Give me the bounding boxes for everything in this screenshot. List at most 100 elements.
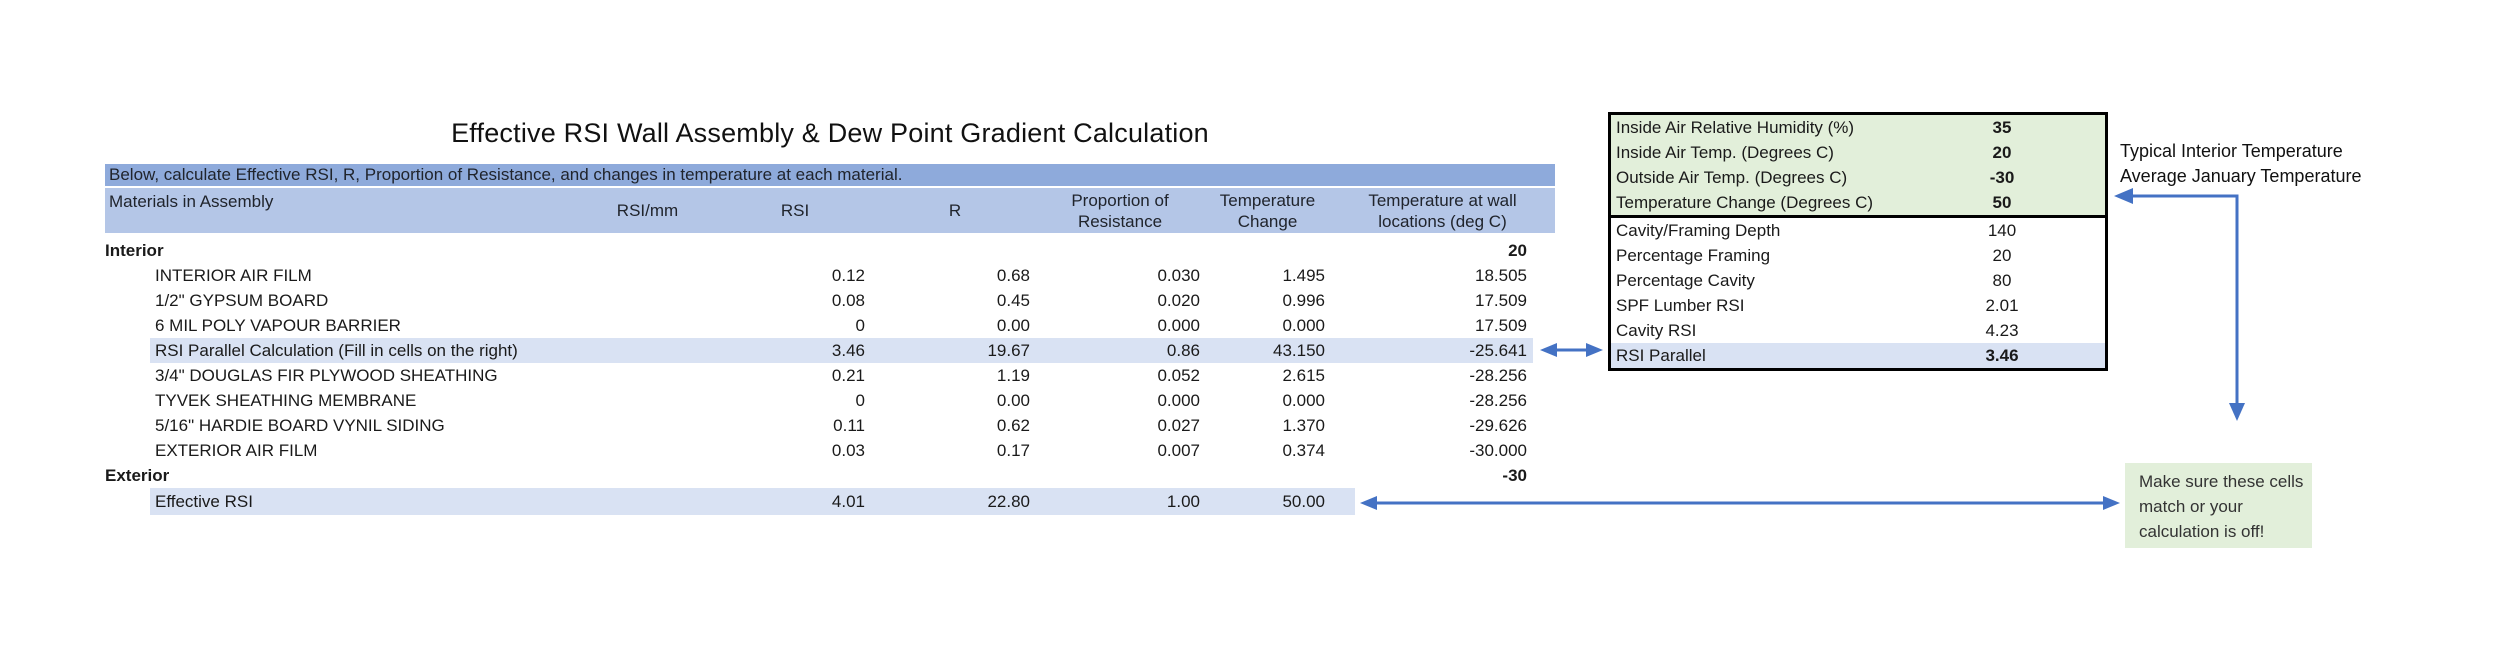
panel-value[interactable]: 20 (1992, 245, 2012, 265)
typical-temp-elbow-arrow-icon (2114, 188, 2245, 421)
table-row: 3/4" DOUGLAS FIR PLYWOOD SHEATHING 0.21 … (105, 363, 1533, 388)
cell-r[interactable]: 0.00 (996, 390, 1030, 410)
cell-temp-wall[interactable]: -30.000 (1469, 440, 1527, 460)
panel-value[interactable]: 4.23 (1985, 320, 2019, 340)
cell-temp-wall[interactable]: 20 (1508, 240, 1527, 260)
cell-temp-change[interactable]: 1.495 (1282, 265, 1325, 285)
cell-r[interactable]: 0.62 (996, 415, 1030, 435)
cell-temp-change[interactable]: 0.996 (1282, 290, 1325, 310)
cell-temp-change[interactable]: 0.000 (1282, 315, 1325, 335)
table-body: Interior 20 INTERIOR AIR FILM 0.12 0.68 … (105, 238, 1533, 515)
panel-label: Temperature Change (Degrees C) (1616, 192, 1874, 212)
panel-label: Inside Air Temp. (Degrees C) (1616, 142, 1834, 162)
cell-rsi[interactable]: 0.08 (831, 290, 865, 310)
panel-value[interactable]: 140 (1987, 220, 2017, 240)
section-label-interior: Interior (105, 240, 164, 260)
cell-r[interactable]: 0.00 (996, 315, 1030, 335)
cell-r[interactable]: 22.80 (875, 488, 1035, 515)
typical-temperature-note: Typical Interior Temperature Average Jan… (2120, 139, 2361, 189)
cell-material: RSI Parallel Calculation (Fill in cells … (150, 338, 580, 363)
panel-value[interactable]: 50 (1992, 192, 2012, 212)
cell-material: TYVEK SHEATHING MEMBRANE (155, 390, 417, 410)
cell-temp-change[interactable]: 50.00 (1205, 488, 1330, 515)
panel-row-inside-humidity: Inside Air Relative Humidity (%) 35 (1611, 115, 2105, 140)
cell-temp-wall[interactable]: -30 (1502, 465, 1527, 485)
cell-temp-wall[interactable]: 17.509 (1475, 290, 1527, 310)
cell-proportion[interactable]: 1.00 (1035, 488, 1205, 515)
panel-row-spf-rsi: SPF Lumber RSI 2.01 (1611, 293, 2105, 318)
cell-rsi[interactable]: 0 (855, 390, 865, 410)
col-header-temp-wall: Temperature at wall locations (deg C) (1368, 190, 1517, 231)
cell-proportion[interactable]: 0.030 (1157, 265, 1200, 285)
cell-material: 3/4" DOUGLAS FIR PLYWOOD SHEATHING (155, 365, 498, 385)
panel-label: SPF Lumber RSI (1616, 295, 1745, 315)
cell-r[interactable]: 1.19 (996, 365, 1030, 385)
typical-note-line2: Average January Temperature (2120, 166, 2362, 186)
cell-rsi[interactable]: 0.03 (831, 440, 865, 460)
cell-temp-wall[interactable]: -29.626 (1469, 415, 1527, 435)
panel-value[interactable]: -30 (1989, 167, 2015, 187)
cell-rsi[interactable]: 0.12 (831, 265, 865, 285)
cell-proportion[interactable]: 0.020 (1157, 290, 1200, 310)
cell-r[interactable]: 0.45 (996, 290, 1030, 310)
cell-proportion[interactable]: 0.000 (1157, 315, 1200, 335)
cell-proportion[interactable]: 0.86 (1035, 338, 1205, 363)
cell-proportion[interactable]: 0.007 (1157, 440, 1200, 460)
panel-label: Inside Air Relative Humidity (%) (1616, 117, 1855, 137)
cell-material: Effective RSI (150, 488, 580, 515)
panel-row-pct-cavity: Percentage Cavity 80 (1611, 268, 2105, 293)
cell-proportion[interactable]: 0.027 (1157, 415, 1200, 435)
panel-value[interactable]: 35 (1992, 117, 2012, 137)
cell-rsi[interactable]: 0.11 (833, 415, 865, 435)
cell-r[interactable]: 0.68 (996, 265, 1030, 285)
table-row: TYVEK SHEATHING MEMBRANE 0 0.00 0.000 0.… (105, 388, 1533, 413)
cell-temp-change[interactable]: 2.615 (1282, 365, 1325, 385)
cell-r[interactable]: 0.17 (996, 440, 1030, 460)
cell-rsi[interactable]: 0.21 (831, 365, 865, 385)
air-conditions-section: Inside Air Relative Humidity (%) 35 Insi… (1611, 115, 2105, 218)
section-label-exterior: Exterior (105, 465, 170, 485)
cell-rsi[interactable]: 0 (855, 315, 865, 335)
col-header-proportion: Proportion of Resistance (1071, 190, 1169, 231)
table-row-effective-rsi: Effective RSI 4.01 22.80 1.00 50.00 (105, 488, 1533, 515)
table-row: INTERIOR AIR FILM 0.12 0.68 0.030 1.495 … (105, 263, 1533, 288)
cell-temp-change[interactable]: 1.370 (1282, 415, 1325, 435)
cell-material: 1/2" GYPSUM BOARD (155, 290, 329, 310)
col-header-rsi: RSI (780, 201, 810, 220)
rsi-parallel-link-arrow-icon (1540, 343, 1603, 357)
panel-row-temp-change: Temperature Change (Degrees C) 50 (1611, 190, 2105, 215)
table-row: 6 MIL POLY VAPOUR BARRIER 0 0.00 0.000 0… (105, 313, 1533, 338)
table-row-rsi-parallel-calculation: RSI Parallel Calculation (Fill in cells … (105, 338, 1533, 363)
cell-temp-wall[interactable]: -28.256 (1469, 365, 1527, 385)
match-cells-note: Make sure these cells match or your calc… (2125, 463, 2312, 548)
table-row: EXTERIOR AIR FILM 0.03 0.17 0.007 0.374 … (105, 438, 1533, 463)
panel-row-cavity-rsi: Cavity RSI 4.23 (1611, 318, 2105, 343)
inputs-panel: Inside Air Relative Humidity (%) 35 Insi… (1608, 112, 2108, 371)
table-row: 1/2" GYPSUM BOARD 0.08 0.45 0.020 0.996 … (105, 288, 1533, 313)
cell-temp-wall[interactable]: -28.256 (1469, 390, 1527, 410)
table-row: 5/16" HARDIE BOARD VYNIL SIDING 0.11 0.6… (105, 413, 1533, 438)
cell-rsi[interactable]: 4.01 (715, 488, 875, 515)
cell-proportion[interactable]: 0.000 (1157, 390, 1200, 410)
cell-temp-change[interactable]: 0.000 (1282, 390, 1325, 410)
cell-rsi[interactable]: 3.46 (715, 338, 875, 363)
cell-temp-wall[interactable]: 17.509 (1475, 315, 1527, 335)
panel-row-cavity-depth: Cavity/Framing Depth 140 (1611, 218, 2105, 243)
panel-row-inside-temp: Inside Air Temp. (Degrees C) 20 (1611, 140, 2105, 165)
cell-temp-wall[interactable]: 18.505 (1475, 265, 1527, 285)
highlight-extension (1330, 488, 1355, 515)
cell-material: INTERIOR AIR FILM (155, 265, 312, 285)
panel-value[interactable]: 2.01 (1985, 295, 2019, 315)
cell-proportion[interactable]: 0.052 (1157, 365, 1200, 385)
table-row-exterior: Exterior -30 (105, 463, 1533, 488)
page-title: Effective RSI Wall Assembly & Dew Point … (451, 118, 1209, 148)
cell-temp-change[interactable]: 0.374 (1282, 440, 1325, 460)
panel-value[interactable]: 20 (1992, 142, 2012, 162)
panel-value[interactable]: 3.46 (1985, 345, 2019, 365)
cell-material: 5/16" HARDIE BOARD VYNIL SIDING (155, 415, 445, 435)
cell-material: 6 MIL POLY VAPOUR BARRIER (155, 315, 401, 335)
cell-r[interactable]: 19.67 (875, 338, 1035, 363)
cell-temp-change[interactable]: 43.150 (1205, 338, 1330, 363)
cell-temp-wall[interactable]: -25.641 (1330, 338, 1533, 363)
panel-value[interactable]: 80 (1992, 270, 2012, 290)
